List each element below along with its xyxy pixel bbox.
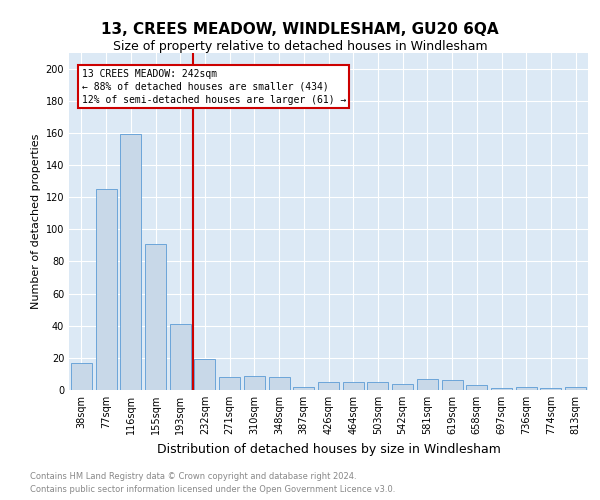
Bar bbox=[95, 189, 116, 390]
Bar bbox=[516, 387, 537, 390]
Bar bbox=[367, 382, 388, 390]
X-axis label: Distribution of detached houses by size in Windlesham: Distribution of detached houses by size … bbox=[157, 442, 500, 456]
Bar bbox=[442, 380, 463, 390]
Bar bbox=[170, 324, 191, 390]
Bar bbox=[219, 377, 240, 390]
Bar bbox=[318, 382, 339, 390]
Text: 13 CREES MEADOW: 242sqm
← 88% of detached houses are smaller (434)
12% of semi-d: 13 CREES MEADOW: 242sqm ← 88% of detache… bbox=[82, 68, 346, 105]
Y-axis label: Number of detached properties: Number of detached properties bbox=[31, 134, 41, 309]
Bar bbox=[491, 388, 512, 390]
Bar bbox=[417, 379, 438, 390]
Bar bbox=[194, 360, 215, 390]
Bar bbox=[466, 385, 487, 390]
Bar bbox=[293, 387, 314, 390]
Text: 13, CREES MEADOW, WINDLESHAM, GU20 6QA: 13, CREES MEADOW, WINDLESHAM, GU20 6QA bbox=[101, 22, 499, 38]
Bar bbox=[71, 362, 92, 390]
Bar bbox=[269, 377, 290, 390]
Text: Contains HM Land Registry data © Crown copyright and database right 2024.: Contains HM Land Registry data © Crown c… bbox=[30, 472, 356, 481]
Bar bbox=[343, 382, 364, 390]
Bar bbox=[145, 244, 166, 390]
Text: Contains public sector information licensed under the Open Government Licence v3: Contains public sector information licen… bbox=[30, 485, 395, 494]
Bar bbox=[565, 387, 586, 390]
Bar bbox=[541, 388, 562, 390]
Text: Size of property relative to detached houses in Windlesham: Size of property relative to detached ho… bbox=[113, 40, 487, 53]
Bar bbox=[392, 384, 413, 390]
Bar bbox=[120, 134, 141, 390]
Bar bbox=[244, 376, 265, 390]
